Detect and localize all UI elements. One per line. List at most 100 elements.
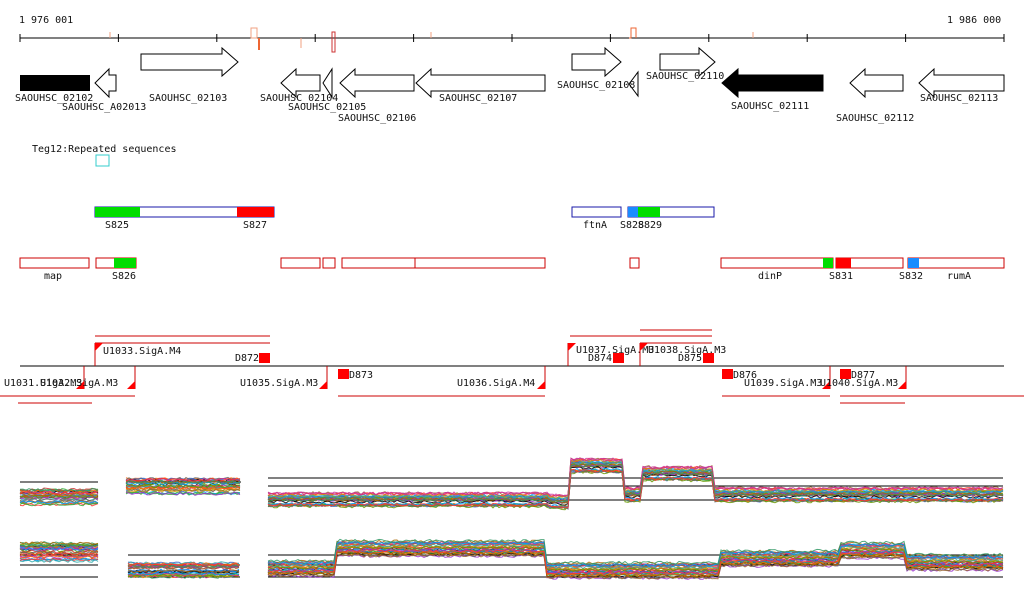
expression-profile-line (267, 551, 1004, 578)
gene-saouhsc-02112[interactable]: SAOUHSC_02112 (836, 67, 914, 124)
terminator-label: D875 (678, 353, 702, 364)
expression-profile-line (125, 477, 241, 482)
gene-label: SAOUHSC_02104 (260, 93, 338, 104)
promoter-u1038[interactable]: U1038.SigA.M3 (639, 343, 726, 366)
region-label-s832: S832 (899, 271, 923, 282)
gene-label: SAOUHSC_A02013 (62, 102, 146, 113)
promoter-label: U1038.SigA.M3 (648, 345, 726, 356)
promoter-label: U1040.SigA.M3 (820, 378, 898, 389)
gene-saouhsc-a02013[interactable]: SAOUHSC_A02013 (62, 67, 146, 113)
region-label-map: map (44, 271, 62, 282)
region-dinp[interactable] (720, 257, 834, 269)
promoter-u1036[interactable]: U1036.SigA.M4 (457, 366, 546, 389)
expression-profile-line (19, 500, 99, 505)
promoter-u1040[interactable]: U1040.SigA.M3 (820, 366, 907, 389)
ruler-end-label: 1 986 000 (947, 15, 1001, 26)
expression-profile-line (267, 545, 1004, 572)
gene-saouhsc-02113[interactable]: SAOUHSC_02113 (918, 67, 1005, 104)
expression-profile-line (19, 502, 99, 507)
regions-row-forward: S825 S827 ftnA S828 S829 (94, 206, 715, 231)
promoter-label: U1037.SigA.M3 (576, 345, 654, 356)
expression-profile-line (19, 492, 99, 497)
terminator-d872[interactable]: D872 (235, 353, 270, 364)
region-label-s831: S831 (829, 271, 853, 282)
region-box[interactable] (629, 257, 640, 269)
promoter-u1035[interactable]: U1035.SigA.M3 (240, 366, 328, 389)
expression-profile-line (19, 542, 99, 547)
region-s827[interactable] (237, 207, 274, 217)
expression-profile-line (267, 470, 1004, 511)
region-label-ruma: rumA (947, 271, 971, 282)
gene-label: SAOUHSC_02103 (149, 93, 227, 104)
expression-profile-line (267, 464, 1004, 503)
promoter-u1037[interactable]: U1037.SigA.M3 (567, 343, 654, 366)
region-s832[interactable] (908, 258, 919, 268)
expression-profile-line (19, 552, 98, 557)
gene-saouhsc-02102[interactable]: SAOUHSC_02102 (15, 75, 93, 104)
expression-profile-line (19, 494, 99, 499)
region-label-s826: S826 (112, 271, 136, 282)
region-ftna[interactable] (571, 206, 622, 218)
expression-profile-line (125, 485, 241, 490)
gene-saouhsc-02104[interactable]: SAOUHSC_02104 (260, 67, 338, 104)
region-box[interactable] (280, 257, 321, 269)
expression-profile-line (127, 562, 240, 567)
expression-profile-line (127, 565, 240, 570)
terminator-d876[interactable]: D876 (722, 369, 757, 381)
gene-saouhsc-02108[interactable]: SAOUHSC_02108 (557, 46, 639, 98)
expression-profile-line (19, 488, 99, 493)
promoter-label: U1036.SigA.M4 (457, 378, 535, 389)
region-box[interactable] (414, 257, 546, 269)
promoter-u1031-u1032[interactable]: U1031.SigA.M3 U1032.SigA.M3 (4, 366, 136, 389)
gene-label: SAOUHSC_02105 (288, 102, 366, 113)
region-s825[interactable] (95, 207, 140, 217)
region-green-mark[interactable] (823, 258, 833, 268)
repeat-feature[interactable] (95, 154, 110, 167)
terminator-d873[interactable]: D873 (338, 369, 373, 381)
gene-saouhsc-02111[interactable]: SAOUHSC_02111 (721, 67, 824, 112)
region-map[interactable] (19, 257, 90, 269)
promoter-label: U1033.SigA.M4 (103, 346, 181, 357)
region-label-s829: S829 (638, 220, 662, 231)
promoter-u1039[interactable]: U1039.SigA.M3 (744, 366, 831, 389)
terminator-label: D874 (588, 353, 612, 364)
region-s828[interactable] (628, 207, 638, 217)
expression-profile-line (267, 543, 1004, 570)
region-label-s828: S828 (620, 220, 644, 231)
expression-profile-line (267, 460, 1004, 501)
terminator-label: D876 (733, 370, 757, 381)
terminator-d875[interactable]: D875 (678, 353, 714, 364)
terminator-d874[interactable]: D874 (588, 353, 624, 364)
gene-saouhsc-02107[interactable]: SAOUHSC_02107 (415, 67, 546, 104)
gene-saouhsc-02110[interactable]: SAOUHSC_02110 (646, 46, 724, 82)
region-rumA[interactable] (907, 257, 1005, 269)
expression-profile-line (19, 487, 99, 492)
expression-profile-line (19, 490, 99, 495)
expression-profile-line (19, 490, 99, 495)
region-s831[interactable] (836, 258, 851, 268)
gene-saouhsc-02105[interactable]: SAOUHSC_02105 (288, 67, 366, 113)
expression-profile-line (127, 569, 240, 574)
gene-label: SAOUHSC_02111 (731, 101, 809, 112)
expression-profile-line (19, 546, 99, 551)
expression-profile-line (125, 488, 241, 493)
gene-saouhsc-02106[interactable]: SAOUHSC_02106 (338, 67, 416, 124)
expression-profile-line (267, 551, 1004, 578)
expression-profile-forward (19, 457, 1004, 511)
region-s826[interactable] (114, 258, 136, 268)
gene-saouhsc-02103[interactable]: SAOUHSC_02103 (140, 46, 239, 104)
region-box[interactable] (322, 257, 336, 269)
region-box[interactable] (341, 257, 416, 269)
repeated-sequences-track: Teg12:Repeated sequences (32, 144, 177, 167)
coordinate-ruler: 1 976 001 1 986 000 (19, 15, 1005, 53)
gene-label: SAOUHSC_02107 (439, 93, 517, 104)
terminator-d877[interactable]: D877 (840, 369, 875, 381)
repeat-track-label: Teg12:Repeated sequences (32, 144, 177, 155)
transcript-extents-lower (0, 395, 1024, 404)
promoter-u1033[interactable]: U1033.SigA.M4 (94, 343, 181, 366)
promoter-label: U1032.SigA.M3 (40, 378, 118, 389)
gene-track: SAOUHSC_02102 SAOUHSC_A02013 SAOUHSC_021… (15, 46, 1005, 124)
promoter-label: U1031.SigA.M3 (4, 378, 82, 389)
gene-label: SAOUHSC_02108 (557, 80, 635, 91)
region-s829[interactable] (638, 207, 660, 217)
